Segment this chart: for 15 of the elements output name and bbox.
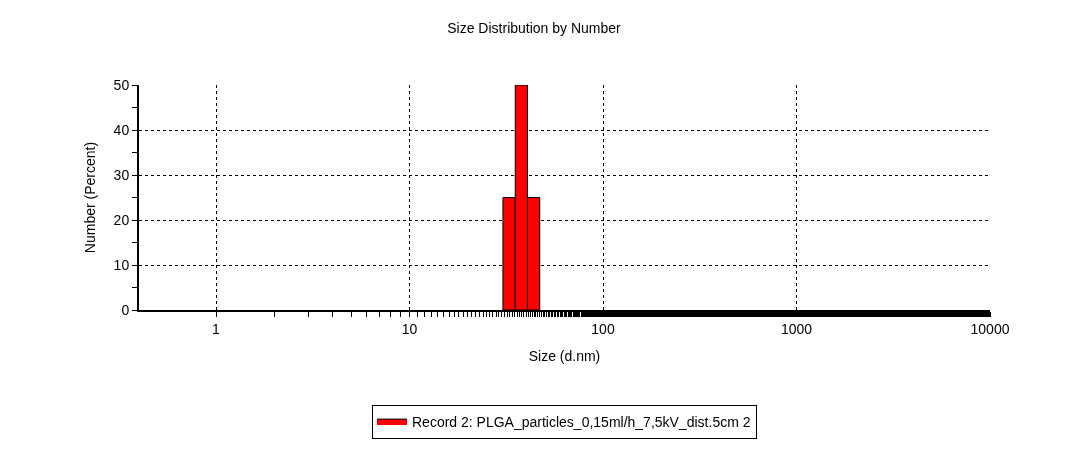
y-tick-label: 30 (113, 166, 130, 183)
y-tick-label: 10 (113, 256, 130, 273)
x-tick-label: 10 (401, 320, 418, 337)
x-axis-title: Size (d.nm) (528, 347, 601, 364)
chart-title: Size Distribution by Number (447, 19, 622, 36)
y-axis-title: Number (Percent) (81, 141, 98, 254)
y-tick-label: 50 (113, 76, 130, 93)
x-tick-label: 10000 (970, 320, 1010, 337)
y-tick-label: 0 (121, 301, 130, 318)
y-tick-label: 20 (113, 211, 130, 228)
y-tick-label: 40 (113, 121, 130, 138)
x-tick-label: 1 (212, 320, 221, 337)
x-tick-label: 1000 (780, 320, 813, 337)
x-tick-label: 100 (591, 320, 615, 337)
legend-label: Record 2: PLGA_particles_0,15ml/h_7,5kV_dist.5cm 2 (412, 413, 751, 430)
